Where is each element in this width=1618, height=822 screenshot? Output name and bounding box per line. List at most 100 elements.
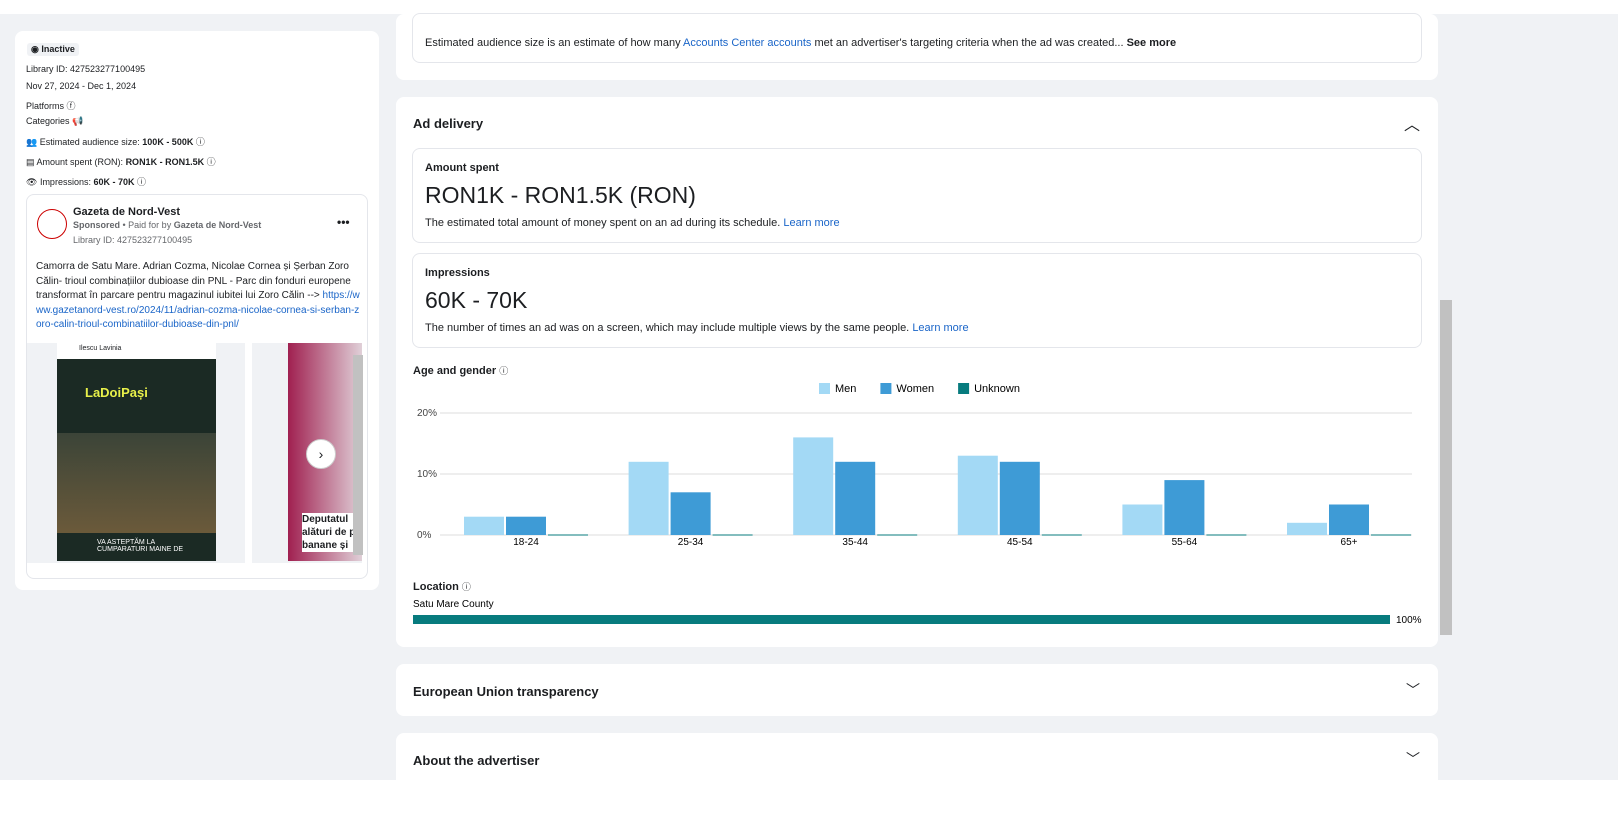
section-title: European Union transparency xyxy=(413,684,599,699)
audience: 👥 Estimated audience size: 100K - 500K ⓘ xyxy=(26,137,205,147)
chart-title: Age and gender xyxy=(413,365,497,377)
note-text: met an advertiser's targeting criteria w… xyxy=(811,37,1127,49)
metric-value: 60K - 70K xyxy=(425,287,528,313)
x-tick-label: 65+ xyxy=(1341,537,1358,548)
bar xyxy=(999,461,1040,535)
bar xyxy=(628,461,669,535)
image-author: Ilescu Lavinia xyxy=(57,343,216,359)
legend-swatch xyxy=(819,383,830,394)
collapsed-section[interactable]: European Union transparency ﹀ xyxy=(396,664,1438,716)
location-title: Location xyxy=(413,581,459,593)
bar xyxy=(413,615,1390,624)
sponsored: Sponsored xyxy=(73,220,121,230)
legend-swatch xyxy=(958,383,970,394)
age-gender-chart: 0% 10% 20% Men Women Unknown 18-24 25-34 35-44 45… xyxy=(417,383,1412,548)
section-title: Ad delivery xyxy=(413,116,484,131)
ad-body: Camorra de Satu Mare. Adrian Cozma, Nico… xyxy=(36,260,360,333)
location-label: Satu Mare County xyxy=(413,599,494,610)
bar xyxy=(1164,480,1205,535)
age-gender-heading: Age and gender ⓘ xyxy=(413,365,509,377)
metric-description: The estimated total amount of money spen… xyxy=(425,217,840,229)
platforms: Platforms ⓕ xyxy=(26,101,76,111)
body-text: Camorra de Satu Mare. Adrian Cozma, Nico… xyxy=(36,261,351,301)
metric-label: Impressions xyxy=(425,267,490,279)
x-tick-label: 55-64 xyxy=(1172,537,1198,548)
impressions: Impressions 60K - 70K The number of time… xyxy=(412,253,1422,348)
audience-note-text: Estimated audience size is an estimate o… xyxy=(425,37,1176,49)
page-name: Gazeta de Nord-Vest xyxy=(73,206,180,218)
image-caption: Deputatul alături de p banane și xyxy=(302,513,362,552)
amount: ▤ Amount spent (RON): RON1K - RON1.5K ⓘ xyxy=(26,157,216,167)
learn-more[interactable]: Learn more xyxy=(912,322,969,334)
impressions-label: Impressions: xyxy=(39,177,91,187)
audience-label: Estimated audience size: xyxy=(39,137,140,147)
note-link[interactable]: Accounts Center accounts xyxy=(683,37,812,49)
section-title: About the advertiser xyxy=(413,753,540,768)
bar xyxy=(1329,504,1369,535)
scrollbar xyxy=(353,355,363,555)
ad-summary: ◉ Inactive Library ID: 427523277100495 N… xyxy=(15,31,379,590)
image-sign: LaDoiPași xyxy=(85,385,148,400)
card-library-id: Library ID: 427523277100495 xyxy=(73,235,193,245)
footer-area xyxy=(0,780,1618,822)
image-caption: VA ASTEPTĂM LA CUMPARATURI MAINE DE xyxy=(97,539,184,553)
amount-label: Amount spent (RON): xyxy=(36,157,124,167)
expand-chevron[interactable]: ﹀ xyxy=(1406,751,1420,767)
impressions-value: 60K - 70K xyxy=(93,177,135,187)
note-text: Estimated audience size is an estimate o… xyxy=(425,37,684,49)
impressions: 👁 Impressions: 60K - 70K ⓘ xyxy=(26,177,147,187)
legend-label: Women xyxy=(896,383,934,395)
expand-chevron[interactable]: ﹀ xyxy=(1406,682,1420,698)
dates: Nov 27, 2024 - Dec 1, 2024 xyxy=(26,81,137,91)
categories: Categories 📢 xyxy=(26,116,84,126)
legend-label: Men xyxy=(835,383,856,395)
sponsored-line: Sponsored • Paid for by Gazeta de Nord-V… xyxy=(73,220,261,230)
categories-label: Categories xyxy=(26,116,70,126)
carousel-item: Ilescu Lavinia LaDoiPași VA ASTEPTĂM LA … xyxy=(27,343,245,563)
x-tick-label: 45-54 xyxy=(1007,537,1033,548)
x-tick-label: 18-24 xyxy=(513,537,539,548)
bar xyxy=(835,461,876,535)
location-chart: Satu Mare County 100% xyxy=(413,599,1422,626)
collapse-chevron[interactable]: ︿ xyxy=(1404,117,1421,134)
learn-more[interactable]: Learn more xyxy=(783,217,840,229)
metric-value: RON1K - RON1.5K (RON) xyxy=(425,182,696,208)
bar xyxy=(1122,504,1163,535)
metric-label: Amount spent xyxy=(425,162,499,174)
ad-preview: Gazeta de Nord-Vest Sponsored • Paid for… xyxy=(26,194,368,579)
payer: Gazeta de Nord-Vest xyxy=(173,220,262,230)
bar xyxy=(957,455,998,535)
library-id: Library ID: 427523277100495 xyxy=(26,64,146,74)
image-scene xyxy=(57,433,216,533)
paid-for: • Paid for by xyxy=(120,220,174,230)
bar xyxy=(464,516,504,535)
value-label: 100% xyxy=(1396,615,1422,626)
description-text: The number of times an ad was on a scree… xyxy=(425,322,913,334)
bar xyxy=(1287,522,1327,535)
carousel-next[interactable]: › xyxy=(306,439,336,469)
platforms-label: Platforms xyxy=(26,101,65,111)
page-avatar xyxy=(37,209,67,239)
legend-label: Unknown xyxy=(974,383,1020,395)
amount-value: RON1K - RON1.5K xyxy=(125,157,205,167)
audience-note: Estimated audience size is an estimate o… xyxy=(412,13,1422,63)
legend-swatch xyxy=(880,383,892,394)
bar xyxy=(670,492,711,535)
ad-delivery-card: Ad delivery ︿ Amount spent RON1K - RON1.… xyxy=(396,97,1438,647)
location-heading: Location ⓘ xyxy=(413,581,471,593)
y-tick-label: 10% xyxy=(417,469,437,480)
x-tick-label: 35-44 xyxy=(842,537,868,548)
bar xyxy=(793,437,834,535)
description-text: The estimated total amount of money spen… xyxy=(425,217,784,229)
y-tick-label: 20% xyxy=(417,408,437,419)
audience-note-card: Estimated audience size is an estimate o… xyxy=(396,13,1438,80)
y-tick-label: 0% xyxy=(417,530,432,541)
body-link[interactable]: https://www.gazetanord-vest.ro/2024/11/a… xyxy=(36,290,360,330)
more-button[interactable]: ••• xyxy=(337,215,350,229)
page-scrollbar xyxy=(1440,300,1452,635)
status: ◉ Inactive xyxy=(27,43,79,56)
x-tick-label: 25-34 xyxy=(678,537,704,548)
audience-value: 100K - 500K xyxy=(142,137,194,147)
bar xyxy=(506,516,546,535)
see-more[interactable]: See more xyxy=(1126,37,1177,49)
